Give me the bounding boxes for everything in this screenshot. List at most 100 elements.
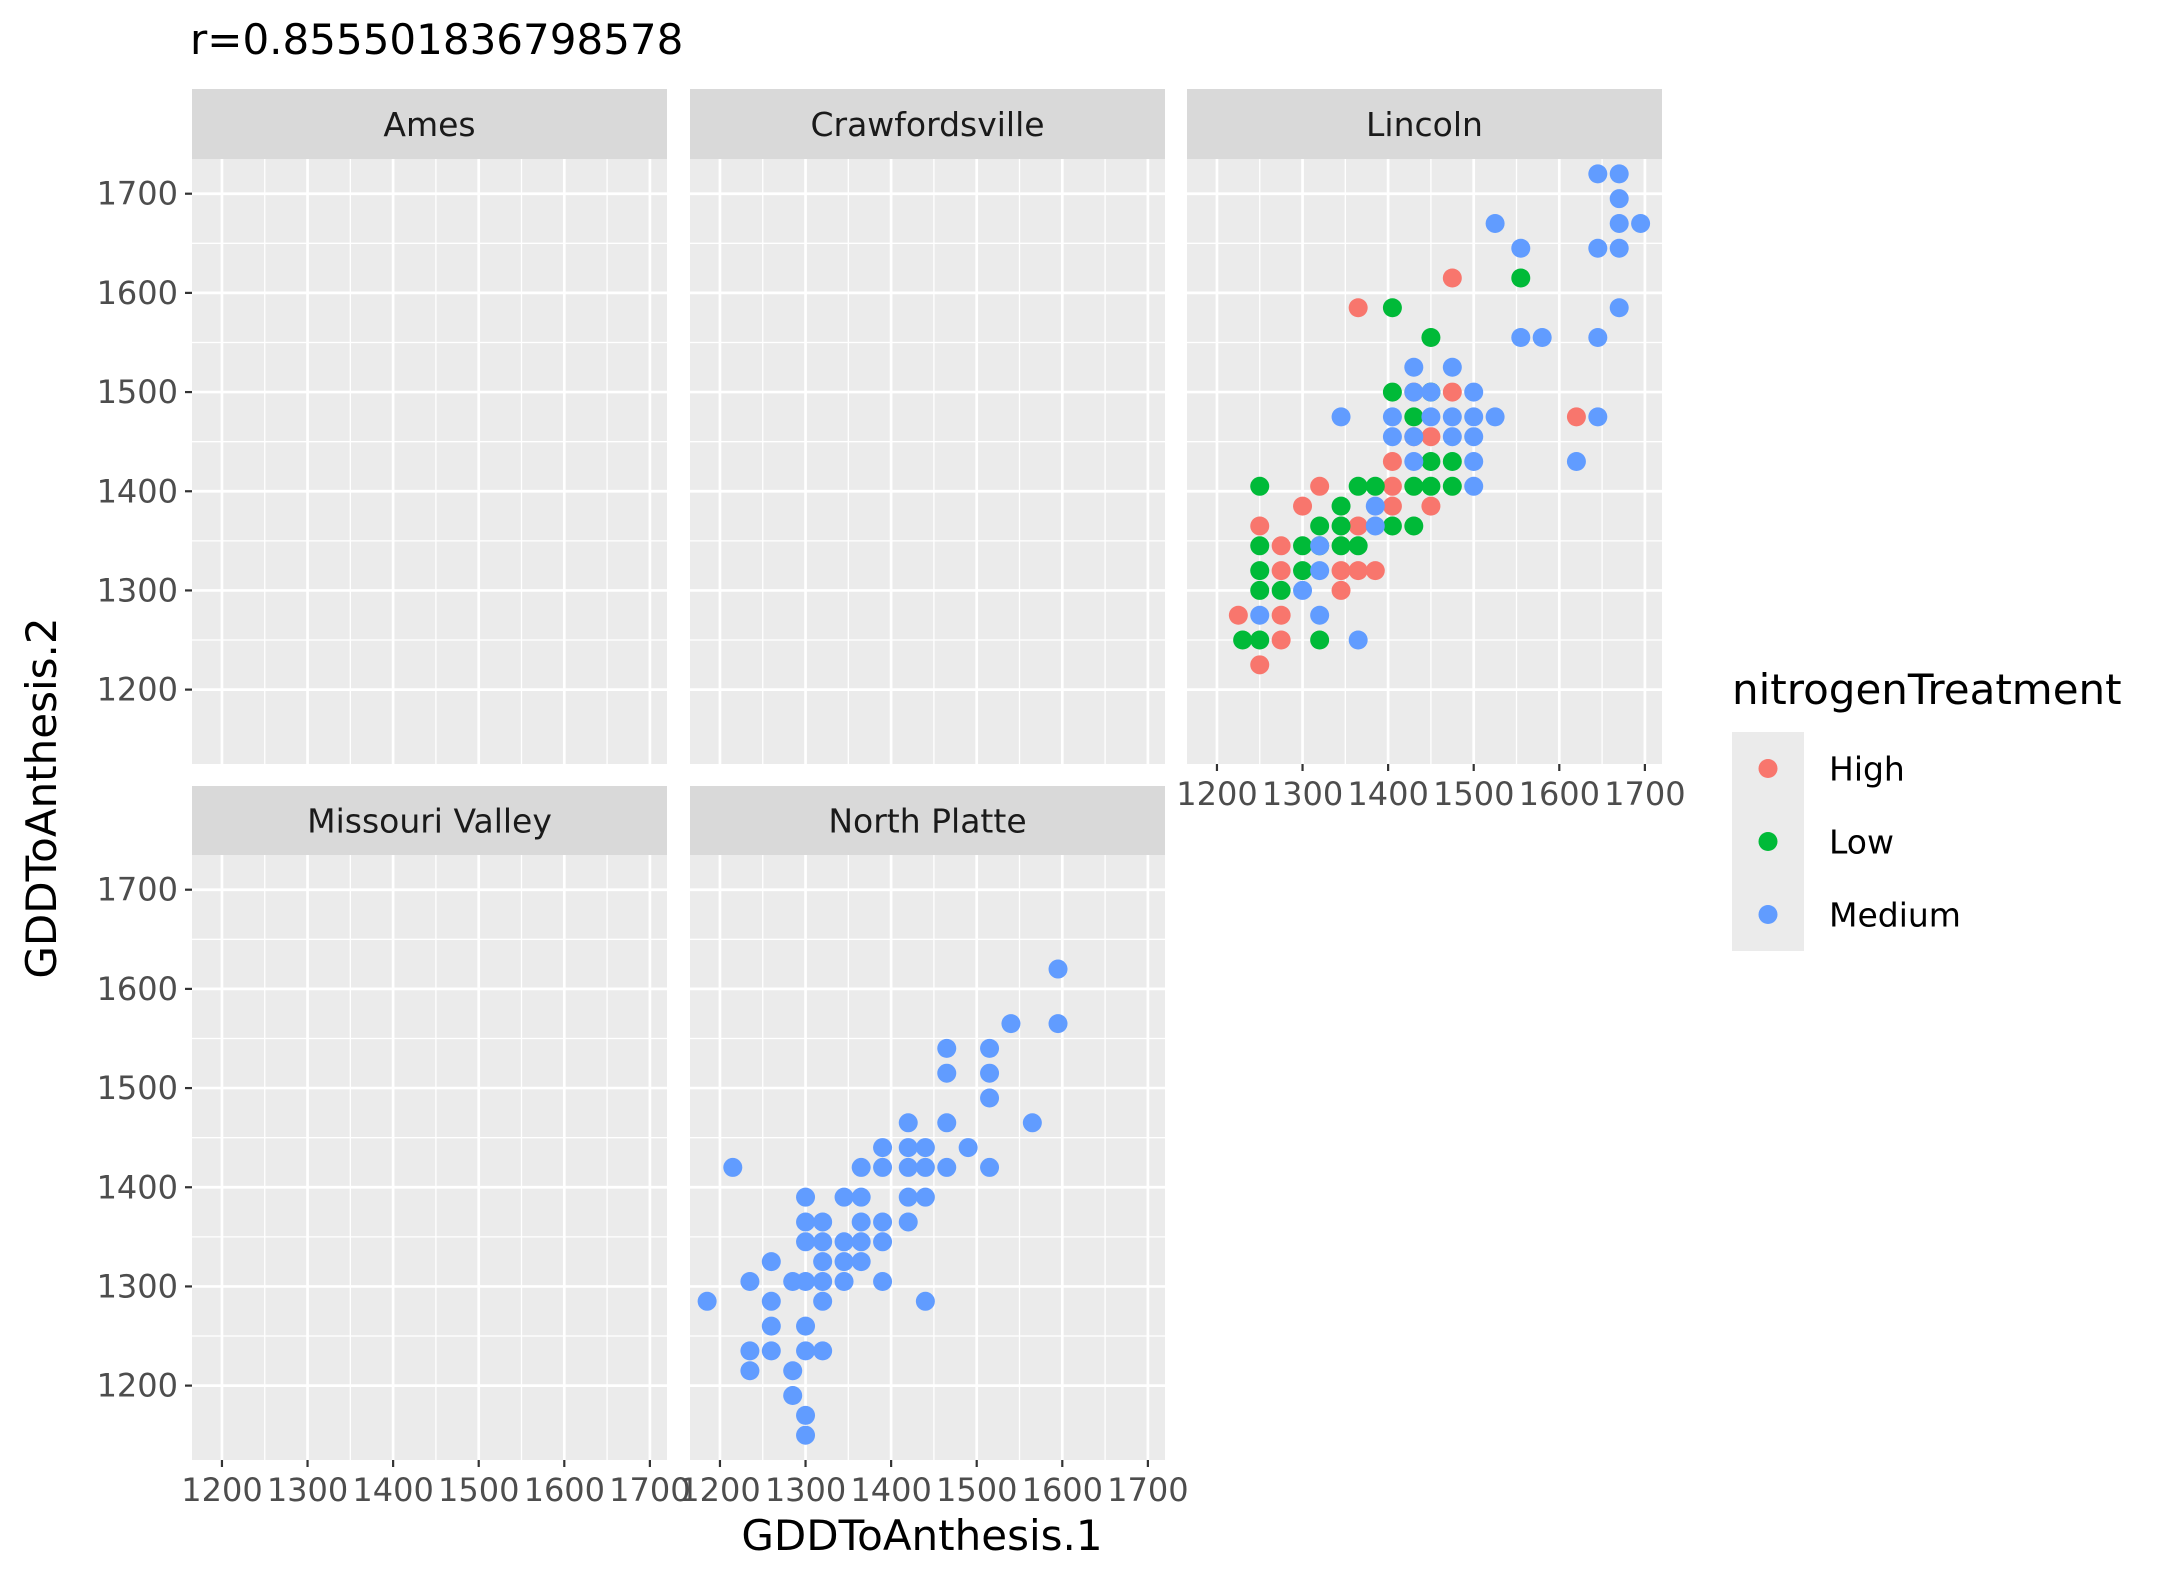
data-point xyxy=(1250,561,1270,581)
data-point xyxy=(1421,407,1441,427)
legend-item-high: High xyxy=(1732,732,1905,805)
data-point xyxy=(1442,427,1462,447)
legend: nitrogenTreatment High Low Medium xyxy=(1732,665,2122,951)
data-point xyxy=(1464,407,1484,427)
data-point xyxy=(1331,496,1351,516)
data-point xyxy=(740,1361,760,1381)
x-tick-label: 1500 xyxy=(1433,775,1514,813)
data-point xyxy=(1421,328,1441,348)
data-point xyxy=(1348,536,1368,556)
data-point xyxy=(796,1271,816,1291)
data-point xyxy=(1382,452,1402,471)
data-point xyxy=(1001,1014,1021,1034)
data-point xyxy=(1310,561,1330,581)
data-point xyxy=(1588,407,1608,427)
data-point xyxy=(1250,536,1270,556)
facet-strip-label: Crawfordsville xyxy=(810,105,1044,144)
data-point xyxy=(851,1187,871,1207)
data-point xyxy=(813,1212,833,1232)
legend-item-medium: Medium xyxy=(1732,878,1961,951)
legend-key-swatch xyxy=(1758,759,1778,778)
facet-panel-missouri-valley: Missouri Valley1200130014001500160017001… xyxy=(97,786,691,1509)
data-point xyxy=(1348,630,1368,650)
data-point xyxy=(834,1187,854,1207)
x-tick-label: 1500 xyxy=(438,1471,519,1509)
data-point xyxy=(1382,427,1402,447)
x-tick-label: 1600 xyxy=(1519,775,1600,813)
data-point xyxy=(980,1038,1000,1058)
data-point xyxy=(697,1291,717,1311)
data-point xyxy=(1365,476,1385,496)
data-point xyxy=(1348,516,1368,536)
data-point xyxy=(761,1291,781,1311)
legend-title: nitrogenTreatment xyxy=(1732,665,2122,714)
data-point xyxy=(761,1341,781,1361)
data-point xyxy=(1609,213,1629,233)
facet-strip xyxy=(192,786,667,855)
data-point xyxy=(1404,452,1424,471)
data-point xyxy=(1293,561,1313,581)
data-point xyxy=(1331,407,1351,427)
data-point xyxy=(1293,496,1313,516)
facet-strip-label: Missouri Valley xyxy=(307,802,552,841)
y-tick-label: 1500 xyxy=(97,1069,178,1107)
y-tick-label: 1300 xyxy=(97,571,178,609)
data-point xyxy=(1271,536,1291,556)
facet-strip-label: Ames xyxy=(383,105,475,144)
data-point xyxy=(796,1341,816,1361)
data-point xyxy=(1250,516,1270,536)
y-tick-label: 1600 xyxy=(97,970,178,1008)
data-point xyxy=(851,1157,871,1177)
data-point xyxy=(915,1291,935,1311)
data-point xyxy=(1566,452,1586,471)
x-tick-label: 1200 xyxy=(1176,775,1257,813)
data-point xyxy=(1631,213,1651,233)
data-point xyxy=(915,1157,935,1177)
y-tick-label: 1400 xyxy=(97,1168,178,1206)
data-point xyxy=(1382,476,1402,496)
data-point xyxy=(1348,561,1368,581)
x-axis-title: GDDToAnthesis.1 xyxy=(741,1511,1102,1560)
facet-strip xyxy=(690,89,1165,159)
data-point xyxy=(1250,655,1270,675)
x-tick-label: 1600 xyxy=(524,1471,605,1509)
data-point xyxy=(1464,427,1484,447)
data-point xyxy=(1588,238,1608,258)
y-tick-label: 1400 xyxy=(97,472,178,510)
x-tick-label: 1400 xyxy=(1347,775,1428,813)
data-point xyxy=(873,1271,893,1291)
legend-item-low: Low xyxy=(1732,805,1894,878)
panel-background xyxy=(192,159,667,764)
data-point xyxy=(1382,298,1402,318)
legend-key-swatch xyxy=(1758,905,1778,924)
data-point xyxy=(813,1291,833,1311)
panel-background xyxy=(192,855,667,1460)
data-point xyxy=(937,1157,957,1177)
data-point xyxy=(1485,407,1505,427)
facet-strip xyxy=(690,786,1165,855)
data-point xyxy=(1421,382,1441,402)
data-point xyxy=(1532,328,1552,348)
data-point xyxy=(1250,580,1270,600)
data-point xyxy=(873,1157,893,1177)
data-point xyxy=(1271,580,1291,600)
data-point xyxy=(1421,427,1441,447)
data-point xyxy=(1566,407,1586,427)
data-point xyxy=(1348,476,1368,496)
data-point xyxy=(761,1316,781,1336)
data-point xyxy=(740,1271,760,1291)
data-point xyxy=(980,1088,1000,1108)
data-point xyxy=(851,1232,871,1252)
data-point xyxy=(898,1138,918,1158)
y-tick-label: 1700 xyxy=(97,175,178,213)
data-point xyxy=(1609,164,1629,184)
x-tick-label: 1400 xyxy=(352,1471,433,1509)
data-point xyxy=(1382,382,1402,402)
x-tick-label: 1300 xyxy=(267,1471,348,1509)
data-point xyxy=(1048,959,1068,979)
data-point xyxy=(1365,516,1385,536)
data-point xyxy=(1464,452,1484,471)
data-point xyxy=(937,1063,957,1083)
y-tick-label: 1700 xyxy=(97,871,178,909)
data-point xyxy=(1404,427,1424,447)
